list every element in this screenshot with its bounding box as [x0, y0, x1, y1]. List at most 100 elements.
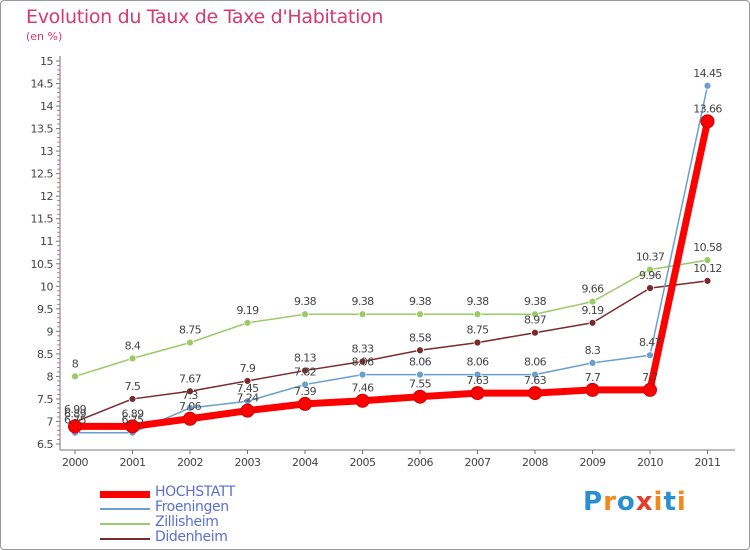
data-label: 8.3: [585, 344, 601, 357]
data-label: 13.66: [693, 102, 722, 115]
data-label: 10.37: [636, 251, 665, 264]
data-label: 8.97: [524, 314, 547, 327]
data-point: [588, 297, 597, 306]
data-point: [588, 318, 597, 327]
data-label: 8.06: [524, 356, 547, 369]
x-tick-label: 2008: [522, 456, 548, 469]
data-point: [128, 395, 137, 403]
data-point: [703, 81, 712, 90]
legend-swatch: [100, 490, 150, 498]
series-line-didenheim: [74, 280, 709, 423]
data-label: 7.46: [351, 382, 374, 395]
y-tick-label: 8: [47, 370, 54, 383]
data-point: [703, 256, 712, 265]
data-label: 9.38: [409, 295, 432, 308]
y-tick-label: 12.5: [31, 168, 54, 181]
data-point: [301, 380, 309, 389]
data-label: 6.99: [64, 403, 87, 416]
data-label: 7.9: [240, 362, 256, 375]
data-label: 7.7: [585, 371, 601, 384]
data-point: [71, 372, 79, 381]
data-label: 6.89: [121, 407, 144, 420]
y-tick-label: 13: [40, 145, 53, 158]
data-label: 7.5: [125, 380, 141, 393]
logo-letter: x: [635, 487, 654, 517]
data-point: [358, 370, 367, 379]
legend-label: Froeningen: [155, 499, 229, 515]
data-label: 7.3: [182, 389, 198, 402]
x-tick-label: 2009: [580, 456, 606, 469]
y-tick-label: 8.5: [37, 348, 53, 361]
data-label: 7.63: [524, 374, 547, 387]
data-point: [413, 389, 427, 404]
y-tick-label: 7.5: [37, 393, 53, 406]
y-tick-label: 9.5: [37, 303, 53, 316]
y-tick-label: 13.5: [31, 123, 54, 136]
data-label: 9.66: [581, 283, 604, 296]
y-tick-label: 14.5: [31, 78, 54, 91]
x-tick-label: 2003: [235, 456, 261, 469]
x-tick-label: 2007: [465, 456, 491, 469]
data-point: [358, 310, 367, 319]
data-point: [183, 411, 197, 426]
data-label: 7.67: [179, 372, 202, 385]
data-point: [646, 265, 654, 274]
data-label: 8.13: [294, 352, 317, 365]
data-label: 8: [72, 357, 79, 370]
data-label: 9.38: [294, 295, 317, 308]
legend-label: HOCHSTATT: [155, 484, 235, 500]
data-point: [528, 386, 542, 401]
y-tick-label: 9: [47, 325, 54, 338]
data-label: 8.58: [409, 331, 432, 344]
data-point: [416, 310, 424, 319]
series-line-hochstatt: [71, 117, 711, 430]
x-tick-label: 2001: [120, 456, 146, 469]
y-tick-label: 15: [40, 55, 53, 68]
data-point: [531, 370, 539, 379]
series-line-froeningen: [74, 85, 709, 434]
data-label: 8.75: [466, 324, 489, 337]
data-label: 9.19: [236, 304, 259, 317]
data-point: [531, 328, 539, 337]
legend-label: Didenheim: [155, 529, 228, 545]
data-point: [473, 310, 482, 319]
chart-title: Evolution du Taux de Taxe d'Habitation: [26, 6, 384, 28]
data-point: [416, 370, 424, 379]
data-label: 8.47: [639, 336, 662, 349]
data-point: [646, 284, 654, 292]
data-label: 9.38: [524, 295, 547, 308]
data-label: 7.7: [642, 371, 658, 384]
y-tick-label: 11: [40, 235, 53, 248]
data-label: 7.39: [294, 385, 317, 398]
data-label: 7.45: [236, 382, 259, 395]
data-point: [301, 310, 309, 319]
data-label: 7.24: [236, 392, 259, 405]
proxiti-logo: Proxiti: [583, 487, 687, 517]
data-label: 7.55: [409, 378, 432, 391]
data-label: 14.45: [693, 67, 722, 80]
data-point: [585, 382, 600, 397]
data-label: 8.06: [351, 356, 374, 369]
data-label: 7.06: [179, 400, 202, 413]
data-point: [125, 419, 140, 434]
data-point: [473, 370, 482, 379]
legend-swatch: [100, 508, 150, 510]
y-tick-label: 6.5: [37, 438, 53, 451]
data-point: [68, 419, 82, 434]
y-tick-label: 12: [40, 190, 53, 203]
logo-letter: t: [663, 487, 677, 517]
data-label: 8.4: [125, 339, 141, 352]
data-label: 10.12: [693, 262, 722, 275]
data-label: 8.75: [179, 324, 202, 337]
data-label: 7.82: [294, 366, 316, 379]
data-point: [355, 393, 370, 408]
logo-letter: P: [583, 487, 604, 517]
data-point: [243, 318, 252, 327]
data-label: 7.63: [466, 374, 489, 387]
logo-letter: r: [603, 487, 617, 517]
data-label: 6.89: [64, 407, 87, 420]
data-point: [531, 310, 539, 319]
x-tick-label: 2011: [695, 456, 721, 469]
data-point: [588, 358, 597, 367]
